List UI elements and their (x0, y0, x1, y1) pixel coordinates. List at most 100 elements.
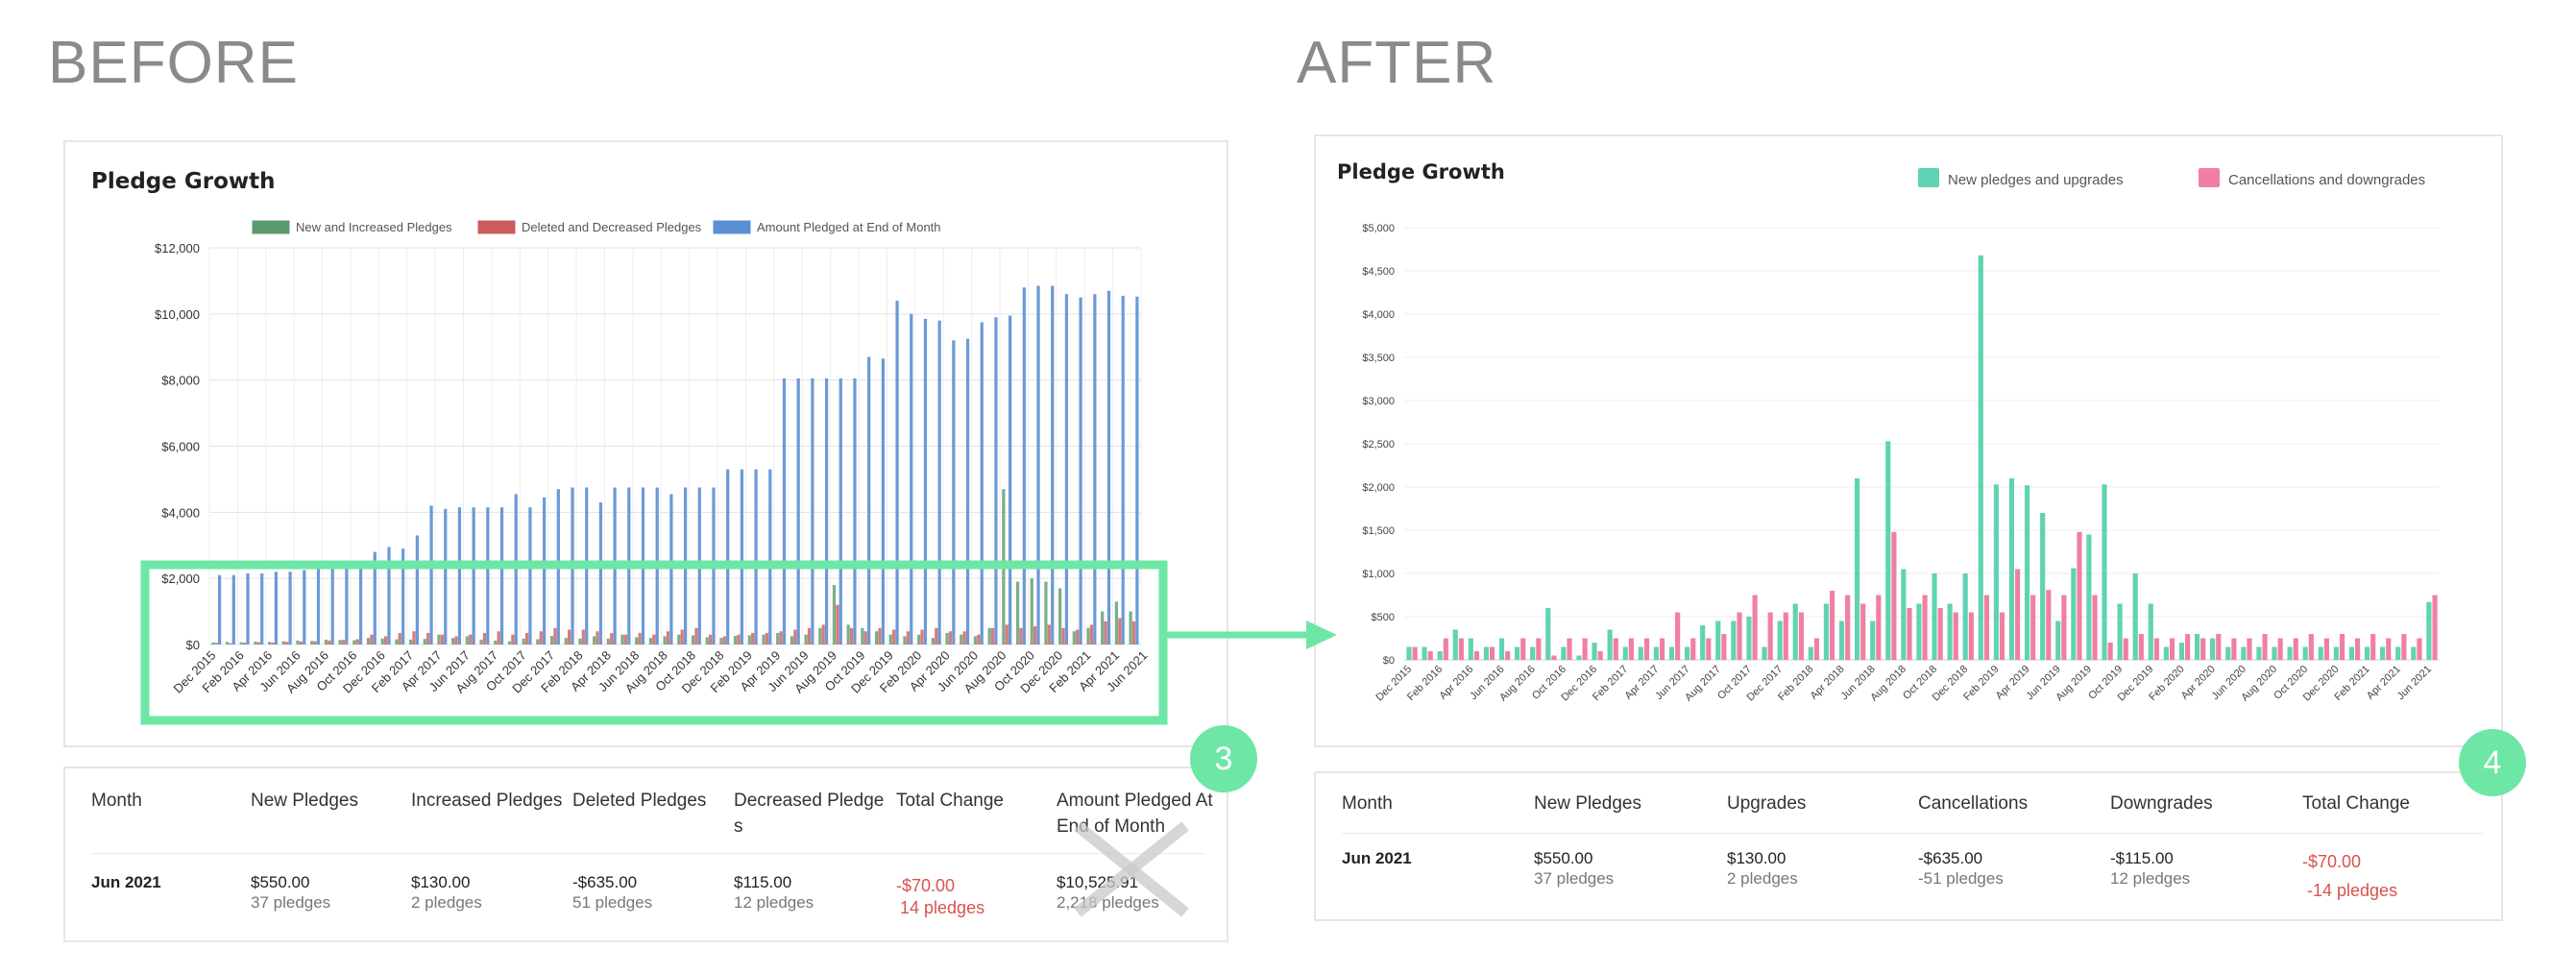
before-th-total: Total Change (896, 791, 1004, 811)
bar-new-upgrades (2040, 513, 2046, 660)
after-th-cancellations: Cancellations (1918, 793, 2029, 814)
bar-new-increased (1101, 611, 1105, 645)
bar-new-upgrades (1607, 629, 1613, 660)
bar-amount-pledged (1022, 287, 1026, 645)
bar-new-upgrades (2178, 643, 2185, 660)
before-th-increased: Increased Pledges (411, 791, 563, 811)
y-tick-label: $2,000 (161, 572, 200, 586)
bar-new-increased (395, 639, 399, 645)
before-row-del-amount: -$635.00 (572, 873, 638, 891)
before-chart-title: Pledge Growth (91, 169, 276, 194)
bar-deleted-decreased (355, 639, 359, 645)
bar-amount-pledged (712, 487, 716, 645)
bar-amount-pledged (768, 469, 772, 645)
bar-amount-pledged (543, 497, 547, 645)
bar-new-increased (804, 634, 808, 645)
bar-deleted-decreased (1019, 627, 1023, 645)
bar-new-increased (888, 634, 892, 645)
before-row-month: Jun 2021 (91, 873, 161, 891)
bar-new-upgrades (1406, 646, 1412, 660)
bar-new-increased (254, 641, 257, 645)
bar-new-increased (1058, 588, 1062, 645)
bar-deleted-decreased (469, 634, 473, 645)
bar-new-upgrades (1838, 621, 1845, 660)
bar-cancellations-downgrades (1582, 638, 1588, 660)
bar-deleted-decreased (694, 627, 698, 645)
after-row-total-amount: -$70.00 (2302, 852, 2362, 871)
bar-new-upgrades (1808, 646, 1813, 660)
bar-deleted-decreased (229, 643, 232, 645)
bar-deleted-decreased (313, 641, 317, 645)
bar-cancellations-downgrades (2386, 638, 2392, 660)
after-th-total: Total Change (2302, 793, 2410, 814)
bar-new-increased (973, 636, 978, 645)
bar-new-upgrades (2395, 646, 2401, 660)
y-tick-label: $0 (186, 638, 200, 652)
bar-new-upgrades (1916, 603, 1922, 660)
bar-amount-pledged (613, 487, 617, 645)
y-tick-label: $4,500 (1362, 266, 1395, 278)
bar-cancellations-downgrades (1643, 638, 1650, 660)
legend-swatch-1 (477, 220, 516, 234)
bar-amount-pledged (697, 487, 701, 645)
before-row-dec-amount: $115.00 (734, 873, 792, 891)
bar-cancellations-downgrades (1907, 608, 1912, 660)
bar-new-increased (479, 639, 483, 645)
bar-cancellations-downgrades (2138, 634, 2144, 660)
bar-new-increased (917, 634, 921, 645)
bar-new-upgrades (1731, 621, 1737, 660)
bar-new-increased (437, 634, 441, 645)
bar-new-increased (465, 636, 469, 645)
y-tick-label: $2,500 (1362, 439, 1395, 450)
bar-amount-pledged (457, 507, 462, 645)
bar-amount-pledged (980, 322, 984, 645)
bar-new-upgrades (1685, 646, 1690, 660)
bar-new-increased (324, 639, 328, 645)
bar-new-increased (267, 642, 272, 645)
before-chart-panel: Pledge Growth New and Increased Pledges D… (63, 140, 1228, 747)
bar-amount-pledged (260, 573, 264, 645)
bar-new-upgrades (1668, 646, 1675, 660)
bar-amount-pledged (910, 313, 913, 645)
bar-deleted-decreased (920, 629, 924, 645)
bar-new-upgrades (2380, 646, 2386, 660)
bar-amount-pledged (499, 507, 504, 645)
bar-new-increased (747, 635, 751, 645)
bar-amount-pledged (627, 487, 631, 645)
legend-label-0: New pledges and upgrades (1948, 172, 2124, 188)
bar-new-increased (846, 624, 850, 645)
bar-new-increased (903, 636, 907, 645)
bar-deleted-decreased (426, 632, 430, 645)
bar-cancellations-downgrades (1427, 651, 1433, 660)
bar-deleted-decreased (638, 632, 642, 645)
bar-deleted-decreased (906, 631, 910, 645)
bar-new-upgrades (1715, 621, 1721, 660)
after-row-total-count: -14 pledges (2307, 881, 2398, 900)
bar-new-upgrades (1792, 603, 1798, 660)
after-th-downgrades: Downgrades (2110, 793, 2213, 814)
bar-amount-pledged (994, 317, 998, 645)
after-row-month: Jun 2021 (1342, 849, 1412, 867)
badge-after: 4 (2459, 729, 2526, 796)
bar-cancellations-downgrades (2432, 595, 2438, 660)
bar-new-increased (719, 638, 723, 645)
bar-new-upgrades (1855, 478, 1860, 660)
bar-amount-pledged (937, 320, 941, 645)
before-chart: New and Increased Pledges Deleted and Dec… (155, 220, 1150, 695)
bar-deleted-decreased (948, 631, 953, 645)
bar-new-upgrades (2148, 603, 2153, 660)
legend-label-2: Amount Pledged at End of Month (757, 220, 941, 234)
bar-new-increased (960, 634, 963, 645)
bar-new-increased (507, 641, 512, 645)
bar-new-increased (225, 642, 230, 645)
bar-cancellations-downgrades (2370, 634, 2376, 660)
bar-new-upgrades (2132, 573, 2138, 660)
bar-cancellations-downgrades (1443, 638, 1448, 660)
after-row-can-amount: -$635.00 (1918, 849, 1983, 867)
bar-deleted-decreased (1118, 618, 1122, 645)
bar-new-upgrades (2086, 534, 2092, 660)
bar-deleted-decreased (1047, 624, 1051, 645)
before-row-inc-count: 2 pledges (411, 893, 482, 912)
bar-new-upgrades (1592, 643, 1597, 660)
bar-deleted-decreased (836, 604, 839, 645)
